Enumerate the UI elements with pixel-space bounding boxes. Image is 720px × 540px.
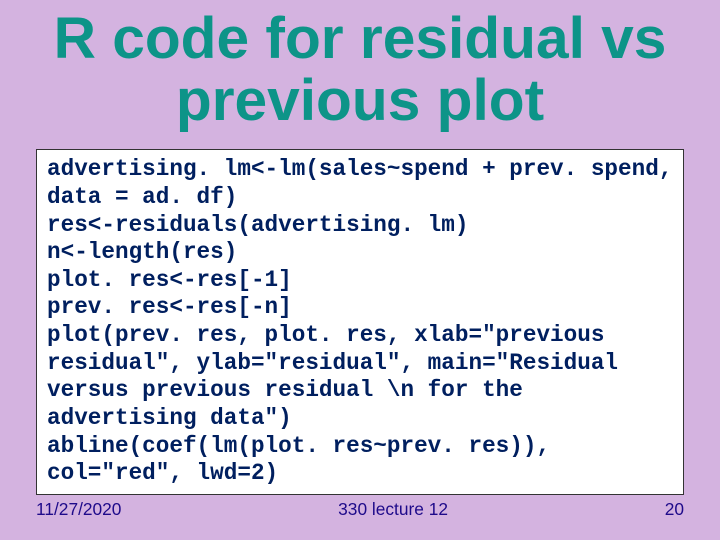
slide-title: R code for residual vs previous plot (0, 0, 720, 131)
code-block: advertising. lm<-lm(sales~spend + prev. … (36, 149, 684, 495)
footer-page: 20 (665, 499, 684, 520)
title-line-2: previous plot (176, 68, 544, 133)
title-line-1: R code for residual vs (54, 6, 667, 71)
slide: R code for residual vs previous plot adv… (0, 0, 720, 540)
footer: 11/27/2020 330 lecture 12 20 (0, 499, 720, 520)
footer-date: 11/27/2020 (36, 499, 121, 520)
footer-center: 330 lecture 12 (338, 499, 448, 520)
